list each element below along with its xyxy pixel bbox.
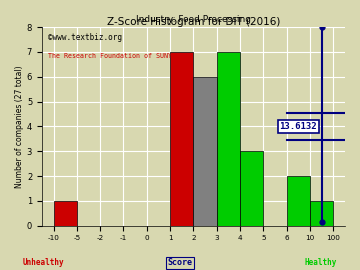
Title: Z-Score Histogram for DIT (2016): Z-Score Histogram for DIT (2016) — [107, 17, 280, 27]
Bar — [217, 52, 240, 226]
Text: 13.6132: 13.6132 — [280, 122, 317, 131]
Text: Unhealthy: Unhealthy — [22, 258, 64, 267]
Y-axis label: Number of companies (27 total): Number of companies (27 total) — [15, 65, 24, 188]
Bar — [310, 201, 333, 226]
Bar — [54, 201, 77, 226]
Text: Industry: Food Processing: Industry: Food Processing — [136, 15, 251, 24]
Bar — [287, 176, 310, 226]
Bar — [240, 151, 264, 226]
Text: ©www.textbiz.org: ©www.textbiz.org — [48, 33, 122, 42]
Text: The Research Foundation of SUNY: The Research Foundation of SUNY — [48, 53, 172, 59]
Bar — [193, 77, 217, 226]
Bar — [170, 52, 193, 226]
Text: Healthy: Healthy — [304, 258, 337, 267]
Text: Score: Score — [167, 258, 193, 267]
